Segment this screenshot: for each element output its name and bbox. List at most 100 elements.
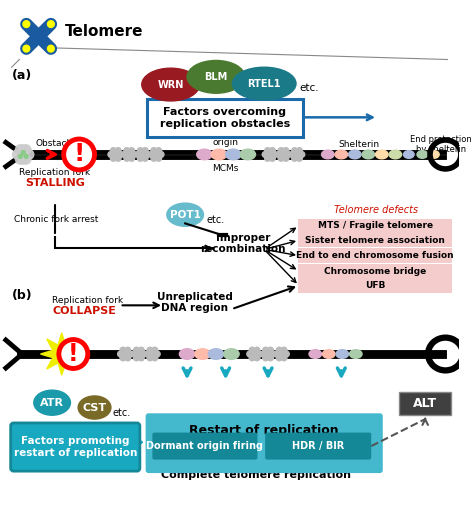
Circle shape xyxy=(131,351,137,357)
Circle shape xyxy=(148,152,155,157)
Circle shape xyxy=(252,351,257,357)
Circle shape xyxy=(145,351,150,357)
Ellipse shape xyxy=(78,396,111,419)
Circle shape xyxy=(260,351,266,357)
Circle shape xyxy=(24,154,28,158)
Text: Obstacle: Obstacle xyxy=(35,139,75,148)
Circle shape xyxy=(254,347,260,353)
Circle shape xyxy=(152,347,158,353)
Circle shape xyxy=(124,147,130,154)
Ellipse shape xyxy=(195,349,210,359)
Text: Shelterin: Shelterin xyxy=(338,140,379,149)
FancyBboxPatch shape xyxy=(146,99,303,137)
Circle shape xyxy=(126,152,132,157)
Circle shape xyxy=(24,150,34,159)
Circle shape xyxy=(121,152,128,157)
Circle shape xyxy=(21,154,31,164)
Circle shape xyxy=(120,355,126,361)
Circle shape xyxy=(267,355,273,361)
Circle shape xyxy=(129,155,135,161)
Ellipse shape xyxy=(335,150,347,159)
Ellipse shape xyxy=(403,151,414,158)
Circle shape xyxy=(263,347,269,353)
Circle shape xyxy=(64,139,94,170)
Circle shape xyxy=(147,355,153,361)
Circle shape xyxy=(21,145,31,154)
Circle shape xyxy=(249,347,255,353)
Text: Chromosome bridge: Chromosome bridge xyxy=(324,267,426,276)
Circle shape xyxy=(267,347,273,353)
Text: Replication fork: Replication fork xyxy=(19,168,91,177)
Circle shape xyxy=(274,351,280,357)
Circle shape xyxy=(47,21,54,28)
Text: Complete telomere replication: Complete telomere replication xyxy=(161,470,351,480)
Text: STALLING: STALLING xyxy=(25,178,85,188)
Circle shape xyxy=(138,355,144,361)
Circle shape xyxy=(59,340,88,368)
Ellipse shape xyxy=(167,203,203,226)
Circle shape xyxy=(276,347,282,353)
Circle shape xyxy=(142,147,148,154)
Circle shape xyxy=(145,152,150,157)
Text: BLM: BLM xyxy=(204,72,228,82)
Text: Dormant origin firing: Dormant origin firing xyxy=(146,441,264,451)
Circle shape xyxy=(128,351,133,357)
Circle shape xyxy=(283,147,289,154)
Circle shape xyxy=(276,355,282,361)
FancyBboxPatch shape xyxy=(399,392,451,415)
Text: Sister telomere association: Sister telomere association xyxy=(305,236,445,245)
Text: !: ! xyxy=(73,142,85,166)
Circle shape xyxy=(153,152,159,157)
Circle shape xyxy=(278,147,284,154)
Circle shape xyxy=(134,347,139,353)
Ellipse shape xyxy=(142,68,200,101)
Text: RTEL1: RTEL1 xyxy=(247,79,281,89)
Circle shape xyxy=(141,351,146,357)
Circle shape xyxy=(21,151,25,154)
Ellipse shape xyxy=(348,150,361,159)
Ellipse shape xyxy=(417,151,428,158)
Text: Improper
recombination: Improper recombination xyxy=(200,233,286,254)
Circle shape xyxy=(18,150,28,159)
Text: Unreplicated
DNA region: Unreplicated DNA region xyxy=(157,292,233,313)
Text: etc.: etc. xyxy=(206,215,225,225)
Circle shape xyxy=(137,155,143,161)
Text: MCMs: MCMs xyxy=(212,164,239,173)
Circle shape xyxy=(156,147,162,154)
Circle shape xyxy=(299,152,305,157)
Circle shape xyxy=(16,154,25,164)
Circle shape xyxy=(113,152,118,157)
Ellipse shape xyxy=(187,60,245,93)
Text: WRN: WRN xyxy=(157,80,184,90)
Circle shape xyxy=(108,152,114,157)
Circle shape xyxy=(131,152,137,157)
Circle shape xyxy=(270,155,275,161)
Circle shape xyxy=(115,155,121,161)
Circle shape xyxy=(292,155,298,161)
Circle shape xyxy=(264,147,271,154)
Text: End to end chromosome fusion: End to end chromosome fusion xyxy=(296,251,454,260)
Circle shape xyxy=(265,351,271,357)
Circle shape xyxy=(272,152,278,157)
Circle shape xyxy=(152,355,158,361)
Circle shape xyxy=(23,21,30,28)
Text: etc.: etc. xyxy=(113,408,131,418)
Text: Telomere defects: Telomere defects xyxy=(334,205,418,215)
Text: End protection
by shelterin: End protection by shelterin xyxy=(410,135,472,154)
FancyBboxPatch shape xyxy=(298,233,452,247)
Circle shape xyxy=(18,145,28,154)
Circle shape xyxy=(276,152,282,157)
Circle shape xyxy=(142,155,148,161)
Circle shape xyxy=(267,152,273,157)
Text: COLLAPSE: COLLAPSE xyxy=(52,306,116,316)
Circle shape xyxy=(158,152,164,157)
Text: (a): (a) xyxy=(12,69,32,82)
Circle shape xyxy=(292,147,298,154)
Circle shape xyxy=(264,155,271,161)
Circle shape xyxy=(283,155,289,161)
FancyBboxPatch shape xyxy=(298,249,452,263)
Circle shape xyxy=(134,355,139,361)
Circle shape xyxy=(18,154,28,164)
FancyBboxPatch shape xyxy=(265,432,371,460)
Text: HDR / BIR: HDR / BIR xyxy=(292,441,344,451)
